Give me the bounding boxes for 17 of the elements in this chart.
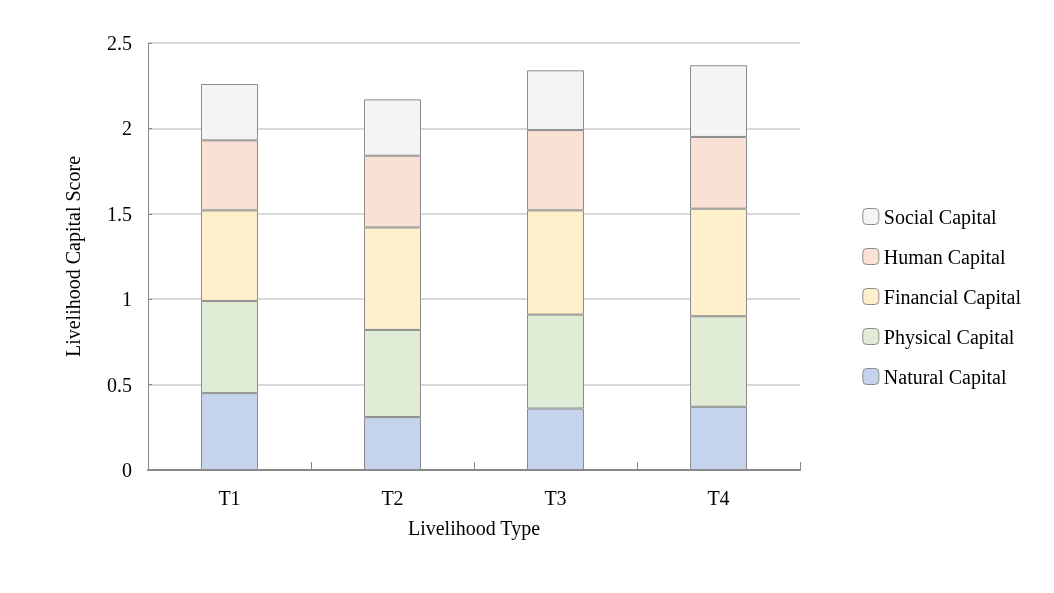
legend-label: Social Capital	[883, 205, 998, 229]
y-tick-label: 2.5	[107, 32, 132, 54]
y-tick-label: 2	[122, 117, 132, 140]
y-tick-label: 1.5	[107, 202, 132, 225]
x-tick-label: T3	[544, 487, 567, 509]
x-tick-label: T4	[707, 487, 730, 509]
legend-label: Financial Capital	[883, 285, 1022, 309]
y-tick-label: 0.5	[107, 373, 132, 396]
y-tick-label: 0	[122, 459, 132, 481]
legend-label: Natural Capital	[883, 365, 1007, 389]
legend-label: Physical Capital	[883, 325, 1015, 349]
legend-label: Human Capital	[883, 245, 1006, 269]
x-tick-label: T1	[218, 487, 241, 509]
x-axis-title: Livelihood Type	[407, 517, 541, 540]
y-axis-title: Livelihood Capital Score	[62, 155, 85, 358]
y-tick-label: 1	[122, 288, 132, 311]
x-tick-label: T2	[381, 487, 404, 509]
